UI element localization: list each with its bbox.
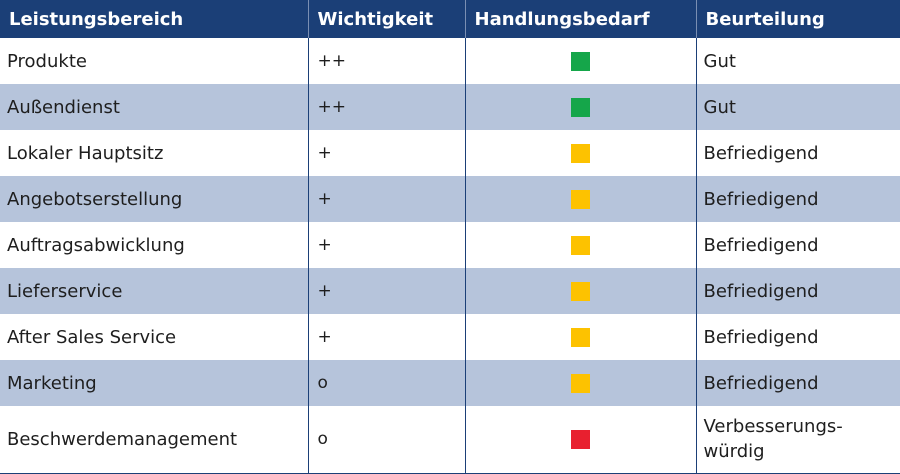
table-row: Lieferservice + Befriedigend [0, 268, 900, 314]
action-need-cell [465, 314, 697, 360]
area-cell: Marketing [0, 360, 309, 406]
rating-cell: Befriedigend [703, 280, 819, 302]
action-need-cell [465, 222, 697, 268]
importance-cell: + [308, 314, 466, 360]
area-cell: Lieferservice [0, 268, 309, 314]
importance-cell: o [308, 406, 466, 474]
action-need-cell [465, 38, 697, 84]
rating-cell: Verbesserungs-würdig [696, 406, 900, 474]
action-need-cell [465, 268, 697, 314]
status-square-red [571, 430, 590, 450]
table-row: After Sales Service + Befriedigend [0, 314, 900, 360]
area-cell: Lokaler Hauptsitz [0, 130, 309, 176]
area-cell: Außendienst [0, 84, 309, 130]
importance-cell: ++ [308, 38, 466, 84]
status-square-green [571, 52, 590, 71]
header-beurteilung: Beurteilung [705, 8, 825, 30]
rating-cell: Befriedigend [703, 188, 819, 210]
status-square-yellow [571, 144, 590, 163]
importance-cell: + [308, 130, 466, 176]
rating-cell: Gut [703, 50, 736, 72]
importance-cell: o [308, 360, 466, 406]
rating-cell: Gut [703, 96, 736, 118]
action-need-cell [465, 84, 697, 130]
area-cell: Beschwerdemanagement [0, 406, 309, 474]
table-row: Lokaler Hauptsitz + Befriedigend [0, 130, 900, 176]
header-wichtigkeit: Wichtigkeit [308, 0, 466, 38]
table-body: Produkte ++ Gut Außendienst ++ Gut Lokaler Hau… [0, 38, 900, 474]
importance-cell: + [308, 176, 466, 222]
status-square-yellow [571, 190, 590, 209]
table-row: Marketing o Befriedigend [0, 360, 900, 406]
status-square-yellow [571, 236, 590, 255]
area-cell: Angebotserstellung [0, 176, 309, 222]
table-row: Beschwerdemanagement o Verbesserungs-würdi… [0, 406, 900, 474]
status-square-yellow [571, 328, 590, 347]
area-cell: After Sales Service [0, 314, 309, 360]
action-need-cell [465, 406, 697, 474]
importance-cell: + [308, 222, 466, 268]
importance-cell: ++ [308, 84, 466, 130]
action-need-cell [465, 130, 697, 176]
importance-cell: + [308, 268, 466, 314]
table-row: Auftragsabwicklung + Befriedigend [0, 222, 900, 268]
rating-cell: Befriedigend [703, 372, 819, 394]
action-need-cell [465, 176, 697, 222]
rating-cell: Befriedigend [703, 142, 819, 164]
header-leistungsbereich: Leistungsbereich [0, 0, 309, 38]
table-row: Produkte ++ Gut [0, 38, 900, 84]
status-square-yellow [571, 282, 590, 301]
header-row: Leistungsbereich Wichtigkeit Handlungsbe… [0, 0, 900, 38]
area-cell: Produkte [0, 38, 309, 84]
status-square-green [571, 98, 590, 117]
rating-cell: Befriedigend [703, 326, 819, 348]
status-square-yellow [571, 374, 590, 393]
area-cell: Auftragsabwicklung [0, 222, 309, 268]
header-handlungsbedarf: Handlungsbedarf [465, 0, 697, 38]
table-row: Angebotserstellung + Befriedigend [0, 176, 900, 222]
rating-cell: Befriedigend [703, 234, 819, 256]
table-row: Außendienst ++ Gut [0, 84, 900, 130]
action-need-cell [465, 360, 697, 406]
